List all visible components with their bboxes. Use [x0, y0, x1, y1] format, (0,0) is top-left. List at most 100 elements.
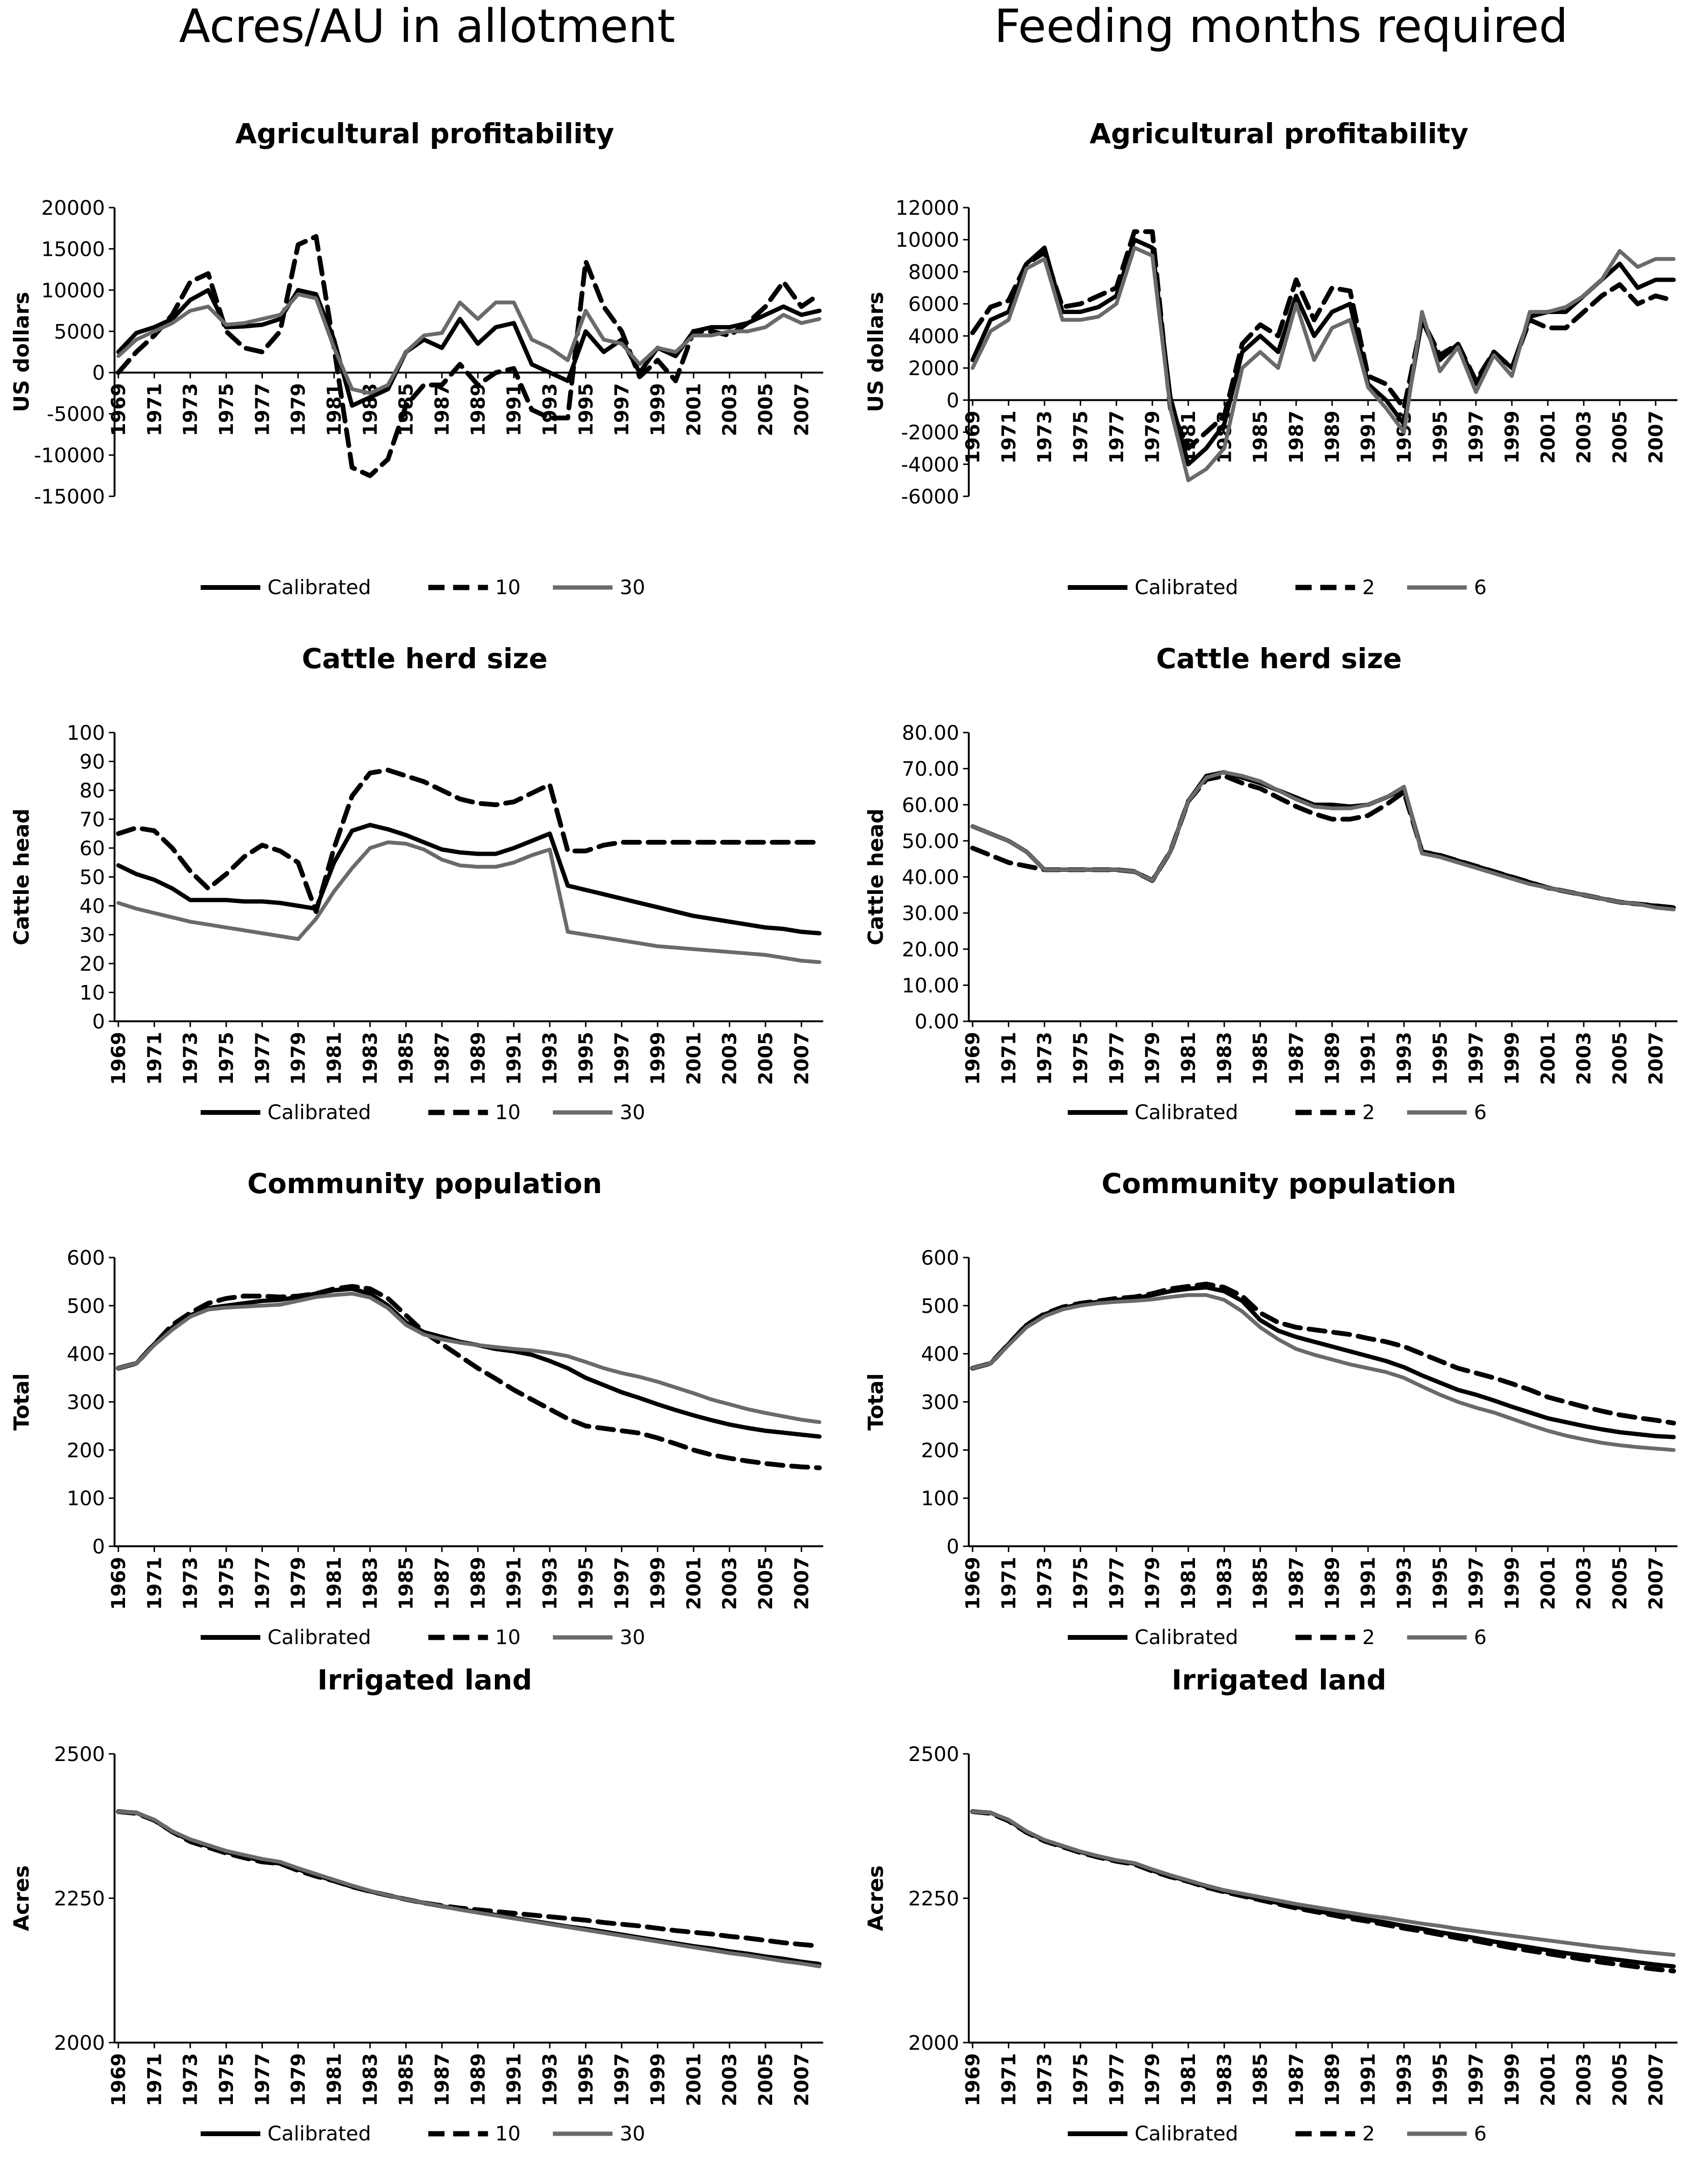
x-tick-label: 1997	[1466, 1557, 1488, 1610]
x-tick-label: 1977	[251, 1557, 273, 1610]
y-axis-label: US dollars	[864, 292, 888, 412]
series-line-10	[116, 1809, 822, 1949]
x-tick-label: 1981	[324, 1032, 346, 1085]
x-tick-label: 1995	[575, 1032, 597, 1085]
x-tick-label: 1969	[108, 383, 130, 436]
y-tick-label: 50	[80, 866, 105, 889]
x-tick-label: 1987	[431, 1557, 453, 1610]
x-tick-label: 1969	[962, 1557, 984, 1610]
series-line-6	[971, 1293, 1676, 1452]
x-tick-label: 1973	[1034, 410, 1056, 463]
series-line-10	[116, 767, 822, 914]
y-tick-label: 10	[80, 981, 105, 1005]
x-tick-label: 1973	[180, 2053, 202, 2106]
chart-title: Community population	[1101, 1167, 1456, 1200]
line-chart-1: Agricultural profitability US dollars -150…	[10, 117, 823, 599]
x-tick-label: 1971	[144, 383, 166, 436]
x-tick-label: 1981	[324, 2053, 346, 2106]
column-title-feeding-months: Feeding months required	[994, 0, 1568, 53]
x-tick-label: 1993	[1394, 1557, 1415, 1610]
x-tick-label: 1997	[611, 2053, 633, 2106]
series-line-6	[971, 246, 1676, 482]
x-tick-label: 1981	[1178, 2053, 1200, 2106]
x-tick-label: 2003	[719, 2053, 741, 2106]
legend-label: 2	[1362, 2122, 1375, 2145]
x-tick-label: 1995	[1429, 1557, 1451, 1610]
x-tick-label: 2003	[719, 1557, 741, 1610]
chart-title: Cattle herd size	[1156, 642, 1402, 675]
x-tick-label: 2007	[1645, 1557, 1667, 1610]
series-line-calibrated	[116, 1809, 822, 1966]
y-tick-label: 10.00	[902, 974, 959, 997]
x-tick-label: 1997	[611, 383, 633, 436]
y-axis-label: Cattle head	[864, 808, 888, 945]
x-tick-label: 1977	[1106, 410, 1128, 463]
y-tick-label: 8000	[908, 260, 959, 283]
x-tick-label: 1989	[1321, 1032, 1343, 1085]
x-tick-label: 1979	[288, 1557, 310, 1610]
legend-label: Calibrated	[1135, 1625, 1238, 1649]
x-tick-label: 1989	[1321, 410, 1343, 463]
x-tick-label: 1975	[1070, 1032, 1092, 1085]
chart-title: Irrigated land	[317, 1664, 532, 1696]
x-tick-label: 1985	[1250, 2053, 1272, 2106]
x-tick-label: 1975	[216, 383, 238, 436]
x-tick-label: 1971	[998, 1032, 1020, 1085]
legend-label: 2	[1362, 1101, 1375, 1124]
legend-label: Calibrated	[268, 576, 371, 599]
y-tick-label: 60	[80, 837, 105, 860]
x-tick-label: 2001	[683, 2053, 705, 2106]
x-tick-label: 1983	[1214, 1032, 1236, 1085]
y-tick-label: 200	[67, 1438, 105, 1462]
x-tick-label: 1969	[962, 1032, 984, 1085]
series-line-10	[116, 234, 822, 478]
y-tick-label: 15000	[41, 237, 105, 261]
x-tick-label: 1983	[359, 1557, 381, 1610]
x-tick-label: 1975	[1070, 1557, 1092, 1610]
legend-label: 6	[1474, 1101, 1487, 1124]
x-tick-label: 1987	[431, 1032, 453, 1085]
x-tick-label: 2001	[1537, 1032, 1559, 1085]
x-tick-label: 1981	[1178, 1032, 1200, 1085]
x-tick-label: 1985	[1250, 1032, 1272, 1085]
legend-label: 30	[620, 2122, 645, 2145]
x-tick-label: 1975	[216, 1557, 238, 1610]
y-tick-label: 0	[946, 388, 959, 412]
x-tick-label: 1991	[1358, 1032, 1380, 1085]
y-tick-label: 100	[921, 1487, 959, 1510]
x-tick-label: 1979	[288, 1032, 310, 1085]
y-tick-label: 40	[80, 894, 105, 918]
legend-label: Calibrated	[268, 2122, 371, 2145]
legend-label: 10	[495, 1625, 521, 1649]
x-tick-label: 2001	[1537, 1557, 1559, 1610]
line-chart-8: Irrigated land Acres 2000 2250 2500 1969 1971 1…	[864, 1664, 1677, 2145]
y-tick-label: 50.00	[902, 829, 959, 853]
series-line-calibrated	[970, 770, 1676, 910]
x-tick-label: 1985	[1250, 1557, 1272, 1610]
x-tick-label: 1991	[503, 1032, 525, 1085]
y-tick-label: 2000	[908, 2031, 959, 2055]
legend-label: 10	[495, 1101, 521, 1124]
y-tick-label: 80.00	[902, 721, 959, 744]
x-tick-label: 1997	[611, 1557, 633, 1610]
x-tick-label: 1995	[1429, 2053, 1451, 2106]
y-tick-label: 2000	[908, 357, 959, 380]
series-line-30	[116, 1810, 821, 1969]
series-line-2	[970, 773, 1676, 910]
x-tick-label: 2005	[755, 2053, 777, 2106]
x-tick-label: 2001	[683, 1557, 705, 1610]
x-tick-label: 1973	[180, 1032, 202, 1085]
y-tick-label: 2500	[908, 1742, 959, 1766]
legend-label: Calibrated	[268, 1101, 371, 1124]
x-tick-label: 1975	[1070, 2053, 1092, 2106]
line-chart-3: Cattle herd size Cattle head 0 10 20 30 40 50 60…	[10, 642, 823, 1124]
y-tick-label: 2000	[54, 2031, 105, 2055]
x-tick-label: 1987	[1286, 410, 1308, 463]
x-tick-label: 1973	[180, 383, 202, 436]
x-tick-label: 1987	[1286, 1557, 1308, 1610]
series-line-2	[970, 1809, 1676, 1973]
y-tick-label: 2250	[54, 1887, 105, 1910]
x-tick-label: 1999	[647, 2053, 669, 2106]
legend-label: 2	[1362, 1625, 1375, 1649]
x-tick-label: 1987	[1286, 2053, 1308, 2106]
